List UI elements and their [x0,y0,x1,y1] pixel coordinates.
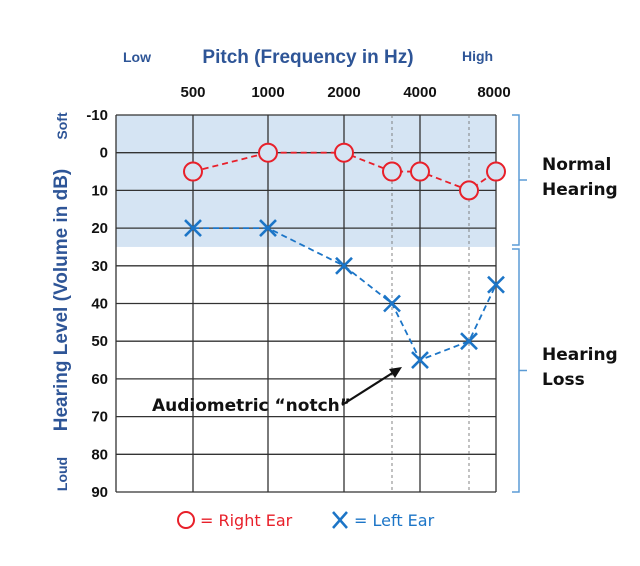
y-tick-label: 10 [91,182,108,199]
y-tick-label: 90 [91,484,108,501]
right-ear-point [486,161,506,182]
x-tick-label: 500 [180,84,205,101]
x-tick-label: 1000 [251,84,284,101]
x-tick-label: 2000 [327,84,360,101]
y-tick-label: 60 [91,371,108,388]
left-ear-point [335,256,353,275]
y-tick-label: 70 [91,409,108,426]
y-tick-label: 0 [100,145,108,162]
bracket-label-loss-line2: Loss [542,370,585,390]
y-tick-label: 40 [91,296,108,313]
y-tick-label: -10 [86,107,108,124]
x-stroke [184,219,202,238]
notch-arrow [341,367,402,406]
x-stroke [411,351,429,369]
legend-left-ear-marker [332,511,348,529]
y-tick-label: 50 [91,333,108,350]
right-ear-point [183,161,203,182]
x-axis-title: Pitch (Frequency in Hz) [202,47,413,68]
x-stroke [460,332,478,351]
y-tick-label: 30 [91,258,108,275]
left-ear-point [184,219,202,238]
y-tick-label: 80 [91,446,108,463]
right-ear-point [459,180,479,201]
x-stroke [383,294,401,313]
y-axis-title: Hearing Level (Volume in dB) [51,169,72,432]
right-ear-point [334,142,354,163]
x-stroke [487,275,505,294]
x-stroke [335,256,353,275]
legend-right-ear-label: = Right Ear [200,511,293,530]
legend-right-ear-marker [177,511,195,529]
bracket-label-normal-line1: Normal [542,155,611,175]
left-ear-point [259,219,277,238]
right-ear-point [258,142,278,163]
right-ear-point [382,161,402,182]
y-bottom-label: Loud [54,457,70,491]
y-tick-label: 20 [91,220,108,237]
y-top-label: Soft [54,112,70,140]
x-tick-labels: 500 1000 2000 4000 8000 [180,84,510,101]
x-tick-label: 4000 [403,84,436,101]
bracket-label-loss-line1: Hearing [542,345,618,365]
right-ear-point [410,161,430,182]
left-ear-point [383,294,401,313]
series-group [183,142,506,369]
left-ear-point [487,275,505,294]
y-tick-labels: -10 0 10 20 30 40 50 60 70 80 90 [86,107,108,501]
x-tick-label: 8000 [477,84,510,101]
bracket [512,248,527,493]
x-high-label: High [462,48,493,64]
legend-left-ear-label: = Left Ear [354,511,435,530]
left-ear-point [411,351,429,369]
brackets [512,114,527,493]
left-ear-point [460,332,478,351]
notch-annotation: Audiometric “notch” [152,396,351,416]
normal-hearing-band [116,115,496,247]
bracket-label-normal-line2: Hearing [542,180,618,200]
x-stroke [259,219,277,238]
legend: = Right Ear = Left Ear [177,511,435,530]
x-low-label: Low [123,49,151,65]
bracket [512,114,527,246]
